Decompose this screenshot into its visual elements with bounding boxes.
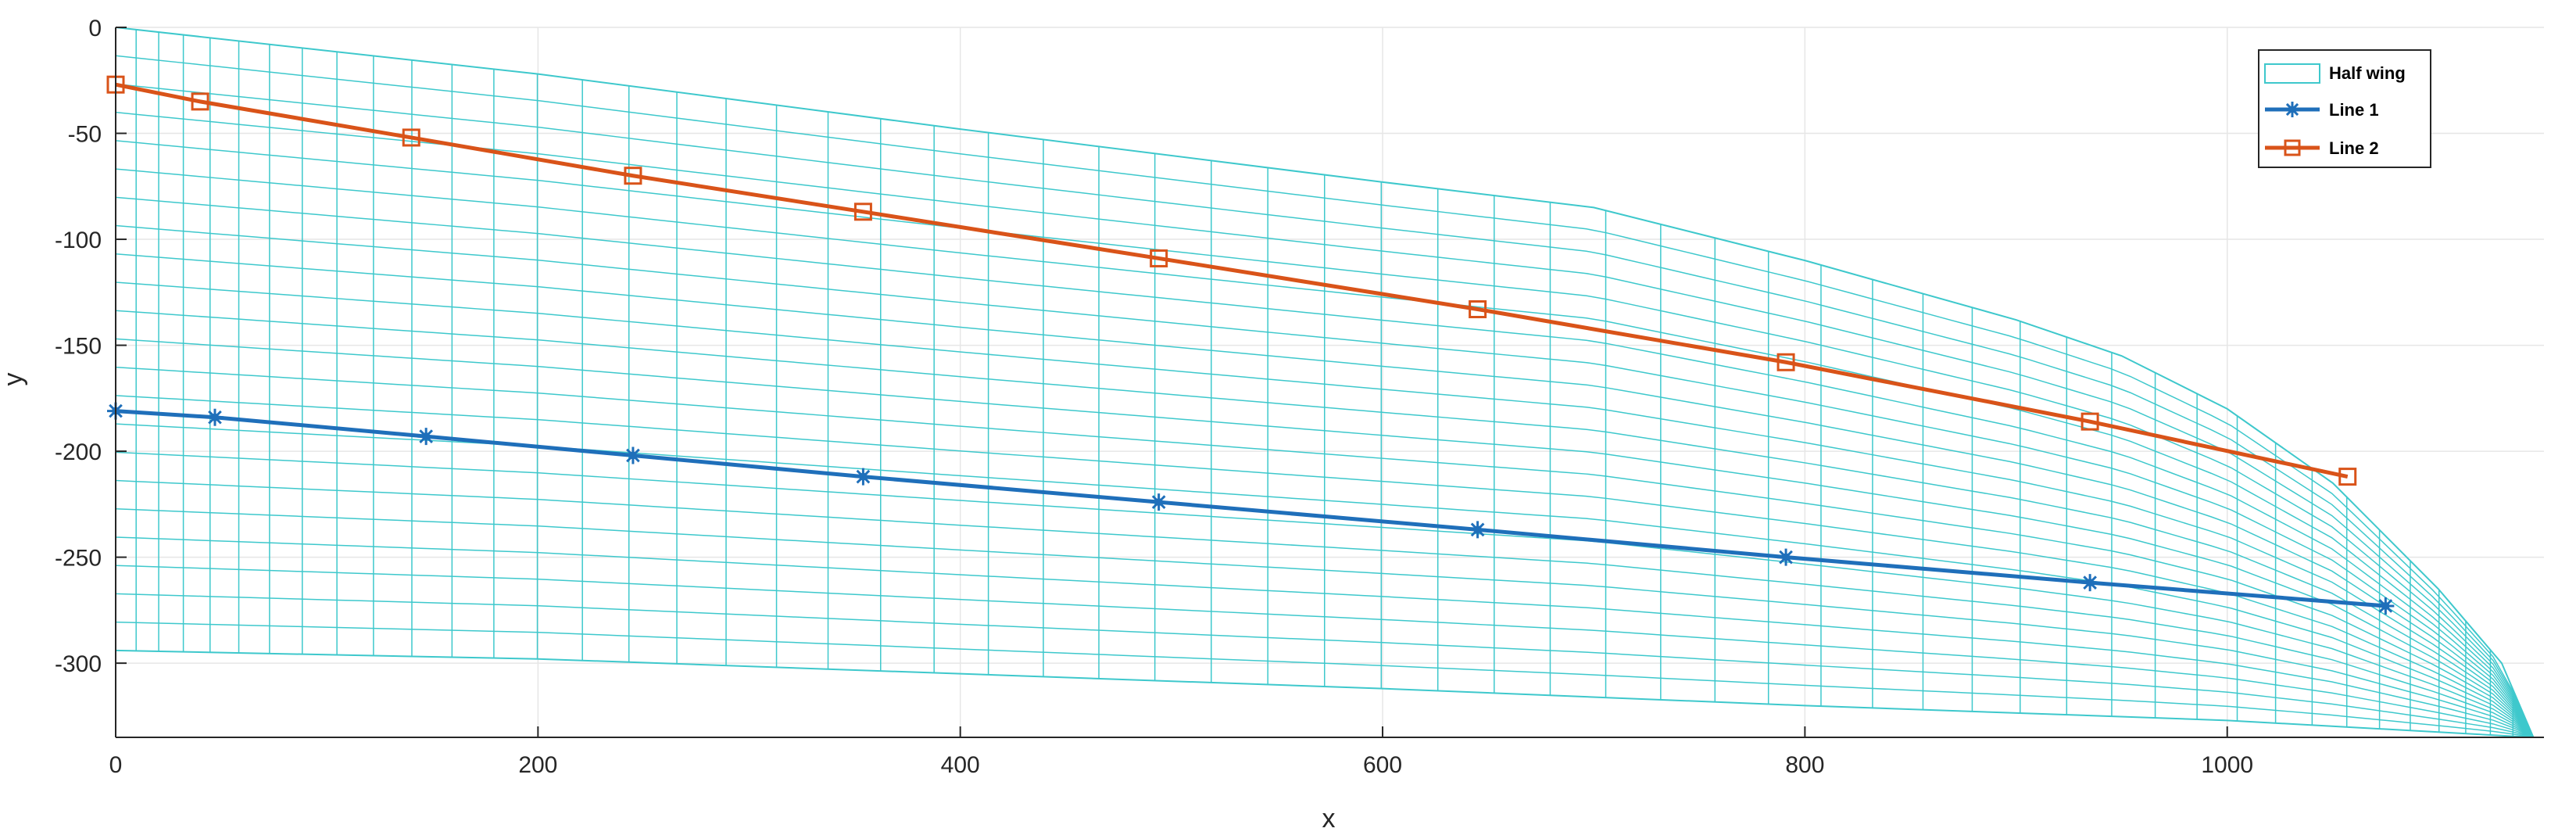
marker-core xyxy=(2288,106,2296,113)
data-point-line1 xyxy=(854,468,872,486)
half-wing-span-line xyxy=(115,196,2535,738)
x-tick-label: 0 xyxy=(109,752,123,778)
half-wing-span-line xyxy=(115,111,2535,738)
data-point-line1 xyxy=(1469,521,1487,539)
y-tick-label: -300 xyxy=(55,651,102,677)
half-wing-span-line xyxy=(115,281,2535,738)
data-point-line2 xyxy=(2080,412,2099,431)
y-tick-label: -100 xyxy=(55,228,102,253)
marker-core xyxy=(859,472,868,481)
data-series xyxy=(106,75,2395,615)
data-point-line2 xyxy=(402,128,420,147)
half-wing-leading-edge xyxy=(115,27,2535,738)
half-wing-trailing-edge xyxy=(115,649,2534,738)
x-tick-label: 400 xyxy=(941,752,980,778)
legend-marker-line1 xyxy=(2284,102,2300,117)
marker-core xyxy=(1473,525,1482,534)
y-tick-label: 0 xyxy=(88,16,102,41)
half-wing-span-line xyxy=(115,536,2534,738)
data-point-line1 xyxy=(417,428,435,446)
data-point-line2 xyxy=(1469,299,1487,318)
data-point-line1 xyxy=(206,408,224,426)
x-tick-label: 200 xyxy=(518,752,557,778)
half-wing-span-line xyxy=(115,253,2535,738)
series-2 xyxy=(106,75,2357,486)
half-wing-span-line xyxy=(115,451,2534,738)
legend: Half wing Line 1 Line 2 xyxy=(2258,49,2431,168)
data-point-line2 xyxy=(191,92,209,111)
half-wing-span-line xyxy=(115,366,2535,738)
series-line-2 xyxy=(115,82,2349,479)
x-tick-label: 600 xyxy=(1363,752,1402,778)
data-point-line2 xyxy=(853,203,872,221)
data-point-line1 xyxy=(624,446,642,464)
data-point-line2 xyxy=(1776,353,1795,371)
data-point-line1 xyxy=(1150,493,1168,511)
marker-core xyxy=(211,413,219,421)
half-wing-span-line xyxy=(115,310,2535,738)
half-wing-span-line xyxy=(115,479,2534,738)
half-wing-span-line xyxy=(115,508,2534,738)
marker-core xyxy=(1782,553,1791,561)
legend-marker-line2 xyxy=(2284,139,2301,156)
x-tick-label: 800 xyxy=(1785,752,1824,778)
x-axis-label: x xyxy=(1322,804,1336,834)
series-line-1 xyxy=(115,409,2386,608)
data-point-line1 xyxy=(2377,597,2395,615)
half-wing-span-line xyxy=(115,55,2535,738)
legend-label-line2: Line 2 xyxy=(2329,138,2379,158)
half-wing-span-line xyxy=(115,593,2534,738)
data-point-line1 xyxy=(1777,548,1795,566)
y-tick-label: -150 xyxy=(55,334,102,360)
y-tick-label: -250 xyxy=(55,546,102,572)
marker-core xyxy=(628,451,637,460)
legend-label-line1: Line 1 xyxy=(2329,100,2379,120)
marker-core xyxy=(2381,602,2390,610)
half-wing-span-line xyxy=(115,621,2534,738)
marker-core xyxy=(422,432,431,441)
data-point-line2 xyxy=(1150,249,1168,267)
marker-core xyxy=(1154,498,1163,507)
data-point-line2 xyxy=(624,167,642,185)
y-tick-label: -200 xyxy=(55,439,102,465)
legend-label-half-wing: Half wing xyxy=(2329,63,2406,83)
x-tick-label: 1000 xyxy=(2201,752,2253,778)
legend-asterisk xyxy=(2284,102,2300,117)
data-point-line2 xyxy=(2338,468,2357,486)
half-wing-span-line xyxy=(115,224,2535,738)
half-wing-span-line xyxy=(115,395,2535,738)
half-wing-span-line xyxy=(115,168,2535,738)
data-point-line1 xyxy=(2081,574,2099,592)
half-wing-span-line xyxy=(115,83,2535,738)
series-1 xyxy=(107,402,2395,615)
axes: 0 200 400 600 800 1000 0 -50 -100 -150 -200 -250 -30… xyxy=(55,16,2544,778)
marker-core xyxy=(2086,579,2095,587)
legend-swatch-half-wing xyxy=(2264,63,2320,84)
half-wing-span-line xyxy=(115,565,2534,738)
half-wing-span-line xyxy=(115,338,2535,738)
y-tick-label: -50 xyxy=(68,122,102,148)
half-wing-span-line xyxy=(115,140,2535,738)
y-axis-label: y xyxy=(0,373,28,386)
